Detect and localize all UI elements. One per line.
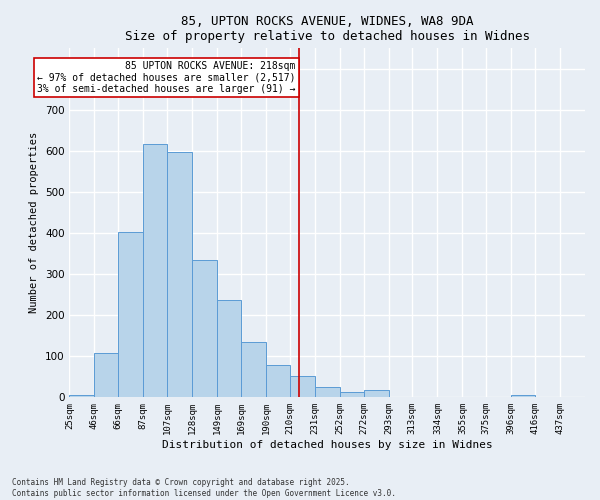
- Y-axis label: Number of detached properties: Number of detached properties: [29, 132, 40, 314]
- Bar: [70, 396, 94, 398]
- X-axis label: Distribution of detached houses by size in Widnes: Distribution of detached houses by size …: [162, 440, 493, 450]
- Text: Contains HM Land Registry data © Crown copyright and database right 2025.
Contai: Contains HM Land Registry data © Crown c…: [12, 478, 396, 498]
- Bar: [192, 260, 217, 398]
- Bar: [340, 392, 364, 398]
- Bar: [143, 144, 167, 398]
- Bar: [241, 342, 266, 398]
- Bar: [266, 366, 290, 398]
- Bar: [315, 387, 340, 398]
- Bar: [290, 376, 315, 398]
- Title: 85, UPTON ROCKS AVENUE, WIDNES, WA8 9DA
Size of property relative to detached ho: 85, UPTON ROCKS AVENUE, WIDNES, WA8 9DA …: [125, 15, 530, 43]
- Text: 85 UPTON ROCKS AVENUE: 218sqm
← 97% of detached houses are smaller (2,517)
3% of: 85 UPTON ROCKS AVENUE: 218sqm ← 97% of d…: [37, 60, 296, 94]
- Bar: [364, 390, 389, 398]
- Bar: [118, 232, 143, 398]
- Bar: [167, 152, 192, 398]
- Bar: [94, 353, 118, 398]
- Bar: [217, 300, 241, 398]
- Bar: [511, 396, 535, 398]
